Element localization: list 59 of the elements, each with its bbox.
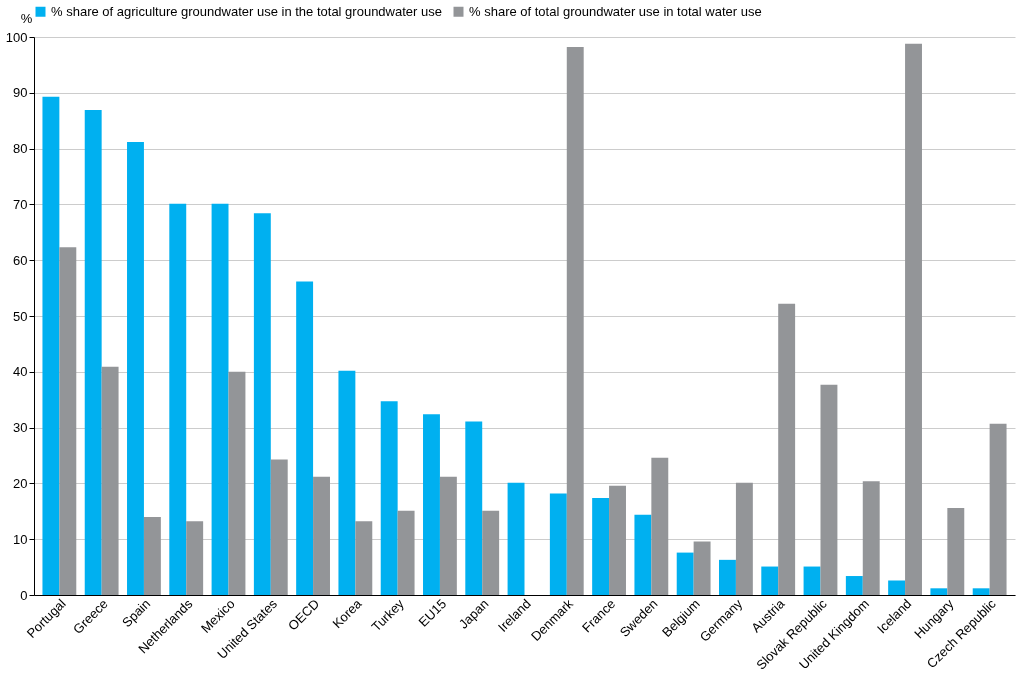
- y-tick-label: 30: [13, 420, 28, 436]
- bar: [296, 281, 314, 595]
- y-tick-label: 100: [5, 29, 28, 45]
- bar: [397, 510, 415, 595]
- bar: [423, 414, 440, 595]
- bar: [211, 203, 229, 595]
- bar: [676, 552, 694, 595]
- bar: [989, 423, 1007, 595]
- y-tick-label: 90: [13, 85, 28, 101]
- bar: [482, 510, 500, 595]
- bar: [634, 514, 652, 595]
- bar: [313, 476, 330, 595]
- bar: [651, 457, 669, 595]
- bar: [862, 481, 880, 595]
- bar: [778, 303, 796, 595]
- bar: [439, 476, 457, 595]
- bar: [355, 521, 373, 595]
- bar: [169, 203, 187, 595]
- bar: [905, 43, 922, 595]
- bar: [820, 384, 838, 595]
- bar: [380, 401, 398, 595]
- bar: [693, 541, 711, 595]
- bar: [719, 559, 736, 595]
- bar: [930, 588, 948, 595]
- bar: [947, 507, 965, 595]
- bar: [735, 482, 753, 595]
- bar: [338, 370, 356, 595]
- y-tick-label: 60: [13, 252, 28, 268]
- bar: [972, 588, 990, 595]
- bar: [507, 482, 525, 595]
- legend-label: % share of agriculture groundwater use in the total groundwater use: [51, 3, 442, 19]
- legend-label: % share of total groundwater use in total water use: [469, 3, 762, 19]
- y-tick-label: 50: [13, 308, 28, 324]
- y-tick-label: 40: [13, 364, 28, 380]
- bar: [270, 459, 288, 595]
- bar: [127, 141, 144, 595]
- bar: [592, 497, 610, 595]
- bar: [42, 96, 60, 595]
- bar: [845, 576, 863, 595]
- bar: [549, 493, 567, 595]
- bar: [888, 580, 906, 595]
- bar: [566, 47, 584, 595]
- y-tick-label: 80: [13, 141, 28, 157]
- bar: [186, 521, 204, 595]
- bar: [465, 421, 483, 595]
- y-tick-label: 10: [13, 531, 28, 547]
- bar: [253, 213, 271, 595]
- y-tick-label: 70: [13, 196, 28, 212]
- bar: [228, 371, 246, 595]
- bar: [101, 366, 119, 595]
- bar: [609, 485, 626, 595]
- bar: [84, 110, 102, 595]
- y-tick-label: 20: [13, 475, 28, 491]
- bar: [803, 566, 821, 595]
- bar: [143, 516, 161, 595]
- y-tick-label: 0: [20, 587, 28, 603]
- y-axis-title: %: [20, 10, 33, 26]
- bar: [59, 247, 77, 595]
- bar: [761, 566, 779, 595]
